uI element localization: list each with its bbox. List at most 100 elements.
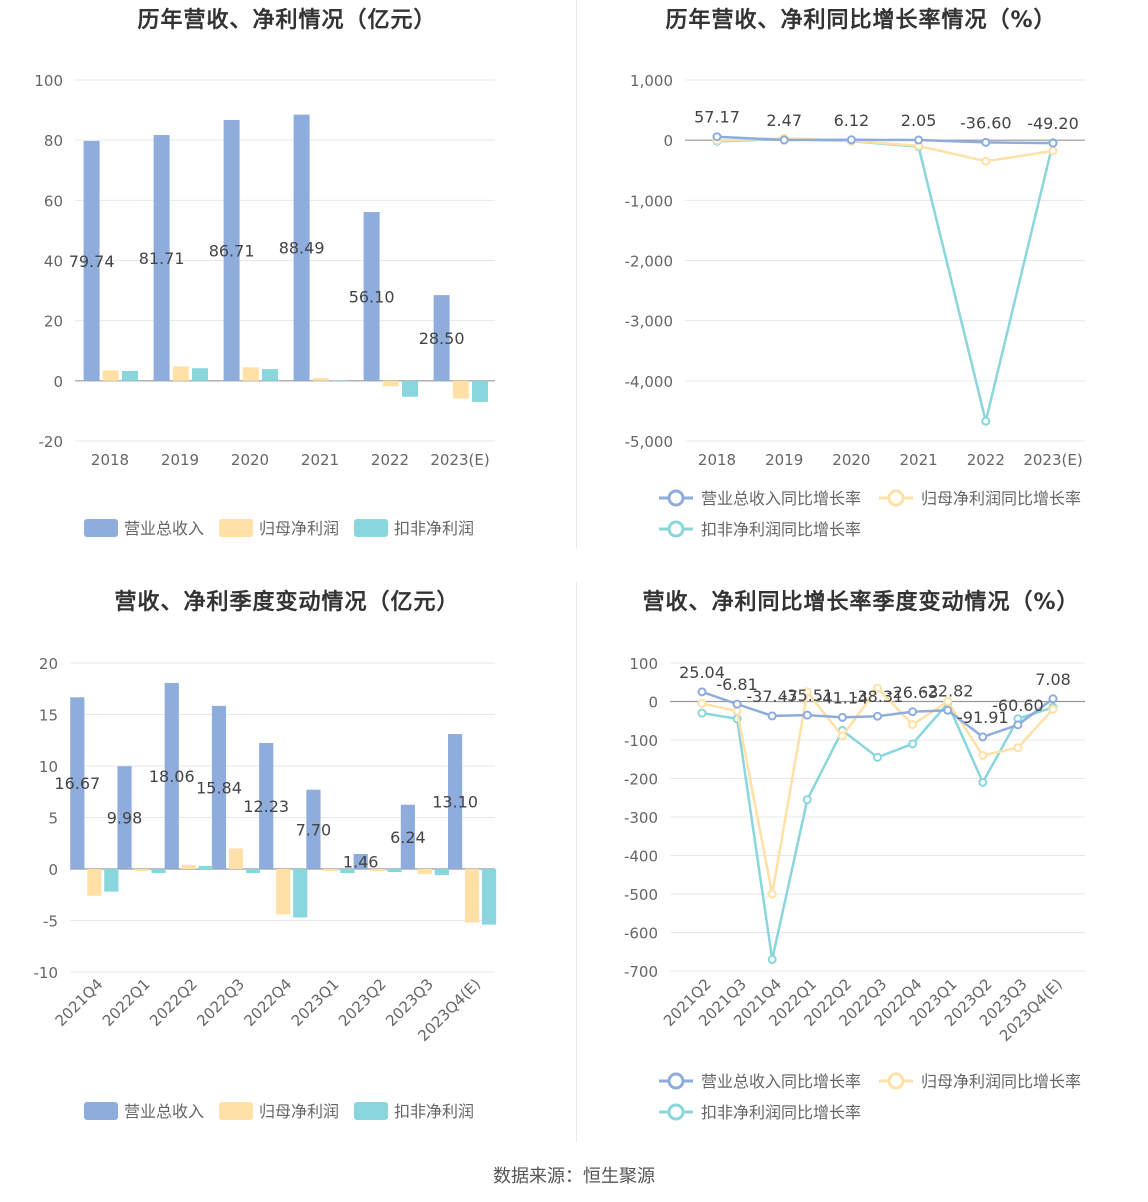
x-tick-label: 2020: [832, 451, 870, 469]
x-tick-label: 2022Q2: [146, 975, 201, 1030]
data-label: 81.71: [139, 249, 185, 268]
y-tick-label: -2,000: [625, 253, 673, 271]
x-tick-label: 2022: [967, 451, 1005, 469]
x-tick-label: 2021Q4: [52, 975, 107, 1030]
data-point: [981, 416, 991, 426]
data-point: [908, 707, 918, 717]
bar: [340, 869, 355, 874]
chart-title: 营收、净利季度变动情况（亿元）: [114, 590, 460, 615]
bar: [382, 380, 399, 387]
data-label: -49.20: [1027, 114, 1079, 133]
data-point: [1013, 743, 1023, 753]
bar: [87, 869, 102, 896]
y-tick-label: 10: [39, 758, 58, 776]
y-tick-label: -600: [624, 925, 658, 943]
data-point: [1048, 146, 1058, 156]
y-tick-label: -20: [39, 433, 64, 451]
divider: [576, 0, 577, 548]
data-source: 数据来源：恒生聚源: [493, 1166, 655, 1187]
legend-label: 扣非净利润同比增长率: [701, 1103, 861, 1122]
data-point: [908, 720, 918, 730]
data-point: [978, 777, 988, 787]
legend-swatch: [354, 1102, 388, 1120]
chart-title: 历年营收、净利同比增长率情况（%）: [665, 8, 1057, 33]
y-tick-label: 15: [39, 707, 58, 725]
bar: [223, 119, 240, 381]
legend-label: 归母净利润同比增长率: [921, 1072, 1081, 1091]
legend-label: 归母净利润: [259, 1102, 339, 1121]
x-tick-label: 2023Q2: [335, 975, 390, 1030]
y-tick-label: 40: [44, 253, 63, 271]
data-point: [908, 739, 918, 749]
bar: [228, 848, 244, 869]
data-point: [873, 711, 882, 721]
bar: [472, 380, 488, 402]
series-line: [701, 701, 1054, 960]
y-tick-label: 5: [48, 810, 58, 828]
data-label: 79.74: [69, 252, 115, 271]
chart-title: 营收、净利同比增长率季度变动情况（%）: [642, 590, 1080, 615]
x-tick-label: 2021: [301, 451, 339, 469]
bar: [306, 789, 321, 869]
bar: [293, 869, 308, 918]
x-tick-label: 2022Q3: [193, 975, 248, 1030]
bar: [172, 366, 189, 381]
chart-annual-growth-rate: 1,000 0 -1,000 -2,000 -3,000 -4,000 -5,000 57.1…: [625, 72, 1085, 539]
data-label: -37.47: [746, 687, 798, 706]
y-tick-label: -3,000: [625, 313, 673, 331]
data-label: -35.51: [782, 686, 834, 705]
data-point: [802, 795, 812, 805]
bar: [117, 766, 132, 869]
y-tick-label: -200: [624, 771, 658, 789]
data-point: [779, 135, 789, 145]
legend-label: 扣非净利润: [394, 519, 474, 538]
panel-annual-growth-rate: 历年营收、净利同比增长率情况（%） 1,000 0 -1,000 -2,000 -3,0…: [574, 0, 1148, 582]
bar: [448, 734, 463, 869]
y-tick-label: 20: [44, 313, 63, 331]
data-label: 7.08: [1035, 670, 1071, 689]
bar: [370, 869, 385, 872]
y-tick-label: 80: [44, 132, 63, 150]
chart-quarterly-growth-rate: 100 0 -100 -200 -300 -400 -500 -600 -700 25.04-6.…: [624, 655, 1085, 1122]
data-point: [1048, 704, 1058, 714]
data-label: -26.63: [887, 683, 939, 702]
data-label: 6.12: [834, 111, 870, 130]
legend-swatch: [84, 1102, 118, 1120]
legend-label: 扣非净利润同比增长率: [701, 520, 861, 539]
legend-label: 营业总收入同比增长率: [701, 1072, 861, 1091]
data-label: 16.67: [54, 774, 100, 793]
bar: [323, 869, 338, 872]
y-tick-label: 0: [648, 694, 658, 712]
data-label: 12.23: [243, 797, 289, 816]
data-label: 9.98: [107, 809, 143, 828]
legend-label: 归母净利润: [259, 519, 339, 538]
bar: [363, 212, 380, 381]
x-tick-label: 2018: [698, 451, 736, 469]
data-label: -36.60: [960, 113, 1012, 132]
data-label: -41.14: [817, 688, 869, 707]
legend-label: 营业总收入: [124, 519, 204, 538]
bar: [402, 380, 418, 397]
bar: [242, 367, 259, 381]
x-tick-label: 2019: [161, 451, 199, 469]
bar: [102, 370, 119, 381]
data-point: [767, 889, 777, 899]
panel-annual-revenue-profit: 历年营收、净利情况（亿元） 100 80 60 40 20 0 -20 79.74 81.71 8…: [0, 0, 574, 582]
data-point: [943, 705, 953, 715]
y-tick-label: 60: [44, 192, 63, 210]
bar: [83, 140, 100, 381]
data-label: 2.05: [901, 111, 937, 130]
data-point: [981, 156, 991, 166]
y-tick-label: -700: [624, 963, 658, 981]
data-point: [1048, 138, 1058, 148]
data-point: [943, 697, 953, 706]
y-tick-label: 100: [34, 72, 63, 90]
data-point: [873, 752, 882, 762]
bar: [104, 869, 119, 892]
data-point: [697, 687, 707, 697]
data-point: [846, 135, 856, 145]
data-point: [732, 699, 742, 709]
data-label: 25.04: [679, 663, 725, 682]
legend-swatch: [219, 519, 253, 537]
x-tick-label: 2023(E): [430, 451, 489, 469]
